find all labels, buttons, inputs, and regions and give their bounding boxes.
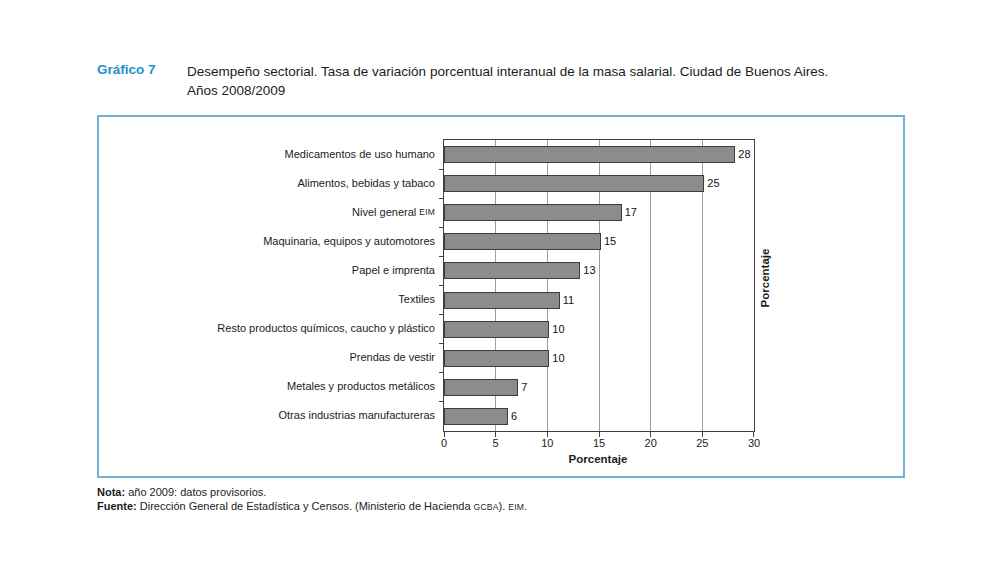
y-axis-tick	[439, 256, 443, 257]
bar-value-label: 7	[521, 379, 527, 396]
note-line: Nota: año 2009: datos provisorios.	[97, 485, 527, 499]
chart-frame: Medicamentos de uso humano Alimentos, beb…	[97, 115, 905, 478]
bar	[444, 292, 560, 309]
source-label: Fuente:	[97, 500, 137, 512]
category-labels: Medicamentos de uso humano Alimentos, beb…	[99, 139, 435, 430]
category-label-text: Prendas de vestir	[349, 351, 435, 363]
y-axis-tick	[439, 285, 443, 286]
bar	[444, 350, 549, 367]
category-label: Prendas de vestir	[99, 343, 435, 372]
chart-title-line1: Desempeño sectorial. Tasa de variación p…	[187, 62, 932, 81]
bar	[444, 262, 580, 279]
category-label-text: Alimentos, bebidas y tabaco	[297, 177, 435, 189]
bar-value-label: 11	[563, 292, 574, 309]
document-page: Gráfico 7 Desempeño sectorial. Tasa de v…	[0, 0, 1000, 576]
bar-value-label: 28	[738, 146, 750, 163]
chart-title: Desempeño sectorial. Tasa de variación p…	[187, 62, 932, 100]
category-label: Papel e imprenta	[99, 255, 435, 284]
category-label: Resto productos químicos, caucho y plást…	[99, 314, 435, 343]
bar	[444, 146, 735, 163]
category-label: Metales y productos metálicos	[99, 372, 435, 401]
x-axis-label: Porcentaje	[443, 453, 753, 465]
bar	[444, 379, 518, 396]
category-label-text: Papel e imprenta	[352, 264, 435, 276]
bar-value-label: 10	[552, 350, 564, 367]
x-axis-tick-label: 10	[541, 437, 553, 449]
x-axis-tick-label: 15	[593, 437, 605, 449]
category-label-text: Medicamentos de uso humano	[285, 148, 435, 160]
bar-value-label: 13	[583, 262, 595, 279]
category-label-text: Nivel general	[352, 206, 416, 218]
category-label-text: Otras industrias manufactureras	[278, 409, 435, 421]
category-label: Otras industrias manufactureras	[99, 401, 435, 430]
bar-value-label: 17	[625, 204, 637, 221]
note-label: Nota:	[97, 486, 125, 498]
bar	[444, 233, 601, 250]
source-text-1: Dirección General de Estadística y Censo…	[137, 500, 474, 512]
category-label: Maquinaria, equipos y automotores	[99, 226, 435, 255]
category-label-text: Metales y productos metálicos	[287, 380, 435, 392]
y-axis-tick	[439, 401, 443, 402]
bar-value-label: 10	[552, 321, 564, 338]
category-label-text: Maquinaria, equipos y automotores	[263, 235, 435, 247]
y-axis-tick	[439, 169, 443, 170]
bar-value-label: 15	[604, 233, 616, 250]
bar	[444, 408, 508, 425]
x-axis-tick-label: 20	[645, 437, 657, 449]
category-label: Alimentos, bebidas y tabaco	[99, 168, 435, 197]
x-axis-tick-label: 5	[493, 437, 499, 449]
chart-title-line2: Años 2008/2009	[187, 81, 932, 100]
category-label: Textiles	[99, 285, 435, 314]
bar-value-label: 6	[511, 408, 517, 425]
source-text-3: .	[524, 500, 527, 512]
y-axis-tick	[439, 227, 443, 228]
figure-number-label: Gráfico 7	[97, 62, 156, 77]
source-smallcaps-gcba: GCBA	[474, 502, 499, 512]
bar	[444, 204, 622, 221]
bar-value-label: 25	[707, 175, 719, 192]
category-label-suffix: EIM	[419, 207, 435, 217]
right-axis-label: Porcentaje	[759, 228, 771, 328]
category-label-text: Textiles	[398, 293, 435, 305]
y-axis-tick	[439, 198, 443, 199]
source-line: Fuente: Dirección General de Estadística…	[97, 499, 527, 514]
footer-notes: Nota: año 2009: datos provisorios. Fuent…	[97, 485, 527, 514]
x-axis-tick-label: 30	[748, 437, 760, 449]
source-smallcaps-eim: EIM	[508, 502, 524, 512]
y-axis-tick	[439, 314, 443, 315]
category-label-text: Resto productos químicos, caucho y plást…	[217, 322, 435, 334]
bar	[444, 175, 704, 192]
category-label: Nivel generalEIM	[99, 197, 435, 226]
x-axis-tick-label: 25	[696, 437, 708, 449]
plot-area: 051015202530282517151311101076	[443, 139, 755, 432]
bar	[444, 321, 549, 338]
x-axis-tick-label: 0	[441, 437, 447, 449]
y-axis-tick	[439, 372, 443, 373]
note-text: año 2009: datos provisorios.	[125, 486, 266, 498]
y-axis-tick	[439, 343, 443, 344]
category-label: Medicamentos de uso humano	[99, 139, 435, 168]
source-text-2: ).	[499, 500, 509, 512]
